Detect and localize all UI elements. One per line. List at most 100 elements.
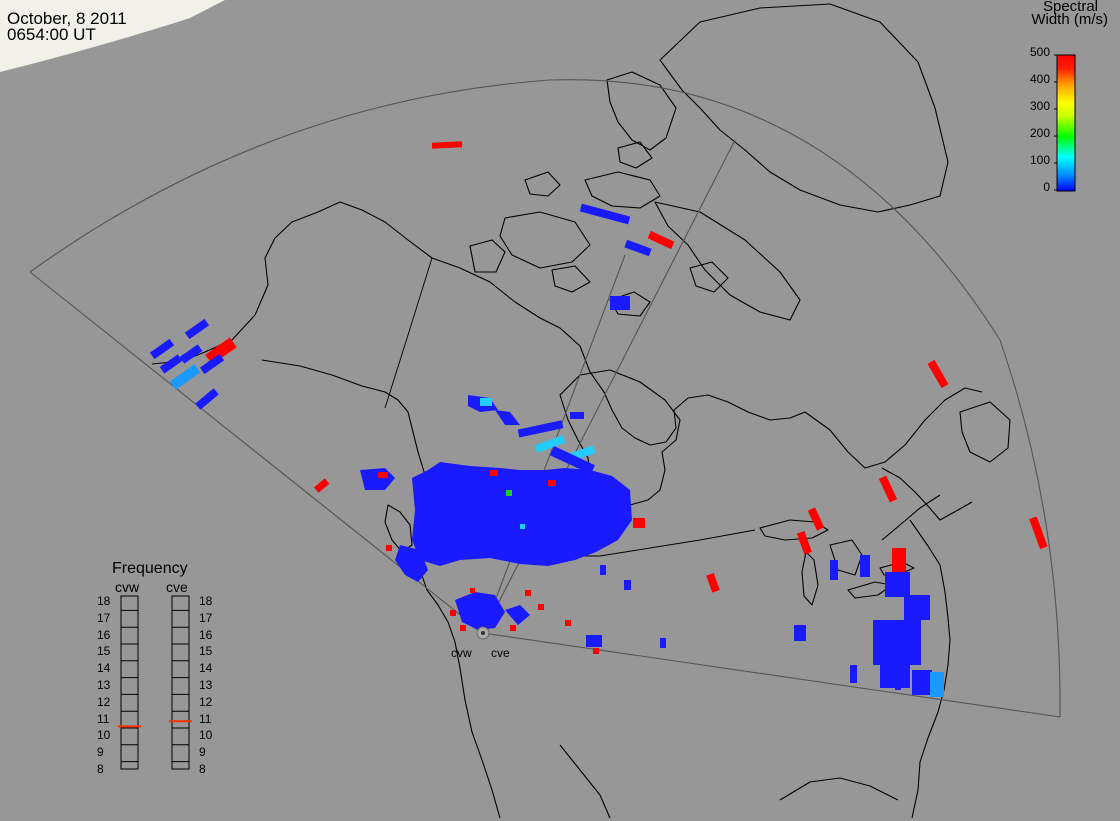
- backscatter-cell: [534, 435, 566, 453]
- frequency-level-label: 12: [97, 694, 111, 709]
- backscatter-cell: [878, 475, 898, 503]
- backscatter-cell: [647, 230, 675, 250]
- frequency-level-label: 9: [97, 745, 104, 760]
- mexico-coast: [559, 744, 611, 819]
- backscatter-cell: [517, 420, 564, 438]
- frequency-level-label: 18: [97, 594, 111, 608]
- frequency-level-label: 10: [199, 728, 213, 743]
- backscatter-cell: [169, 364, 201, 390]
- backscatter-cell: [470, 588, 475, 593]
- color-scale-ticks: [1054, 54, 1057, 191]
- backscatter-cell: [624, 580, 631, 590]
- legend-tick-500: 500: [1029, 45, 1050, 59]
- frequency-level-label: 11: [97, 711, 110, 726]
- backscatter-cell: [565, 620, 571, 626]
- backscatter-cell: [179, 344, 203, 364]
- legend-tick-0: 0: [1043, 180, 1050, 194]
- frequency-level-label: 11: [199, 711, 212, 726]
- backscatter-cell: [450, 610, 456, 616]
- frequency-level-label: 9: [199, 745, 206, 760]
- backscatter-cell: [525, 590, 531, 596]
- backscatter-cell: [548, 480, 556, 486]
- backscatter-cell: [860, 555, 870, 577]
- backscatter-cell: [927, 359, 949, 389]
- terminator-region: [0, 0, 225, 72]
- frequency-title: Frequency: [112, 560, 188, 577]
- backscatter-cell: [593, 648, 599, 654]
- frequency-level-label: 16: [97, 627, 111, 642]
- backscatter-cell: [506, 490, 512, 496]
- frequency-level-label: 13: [97, 678, 111, 692]
- cve-gauge-box: [171, 595, 190, 770]
- frequency-level-label: 18: [199, 594, 213, 608]
- backscatter-cell: [480, 398, 492, 406]
- backscatter-cell: [149, 338, 175, 360]
- frequency-level-label: 15: [199, 644, 213, 659]
- backscatter-region: [455, 592, 505, 630]
- frequency-level-label: 12: [199, 694, 213, 709]
- backscatter-region: [505, 605, 530, 625]
- cve-column-label: cve: [166, 579, 188, 595]
- backscatter-region: [412, 462, 632, 566]
- timestamp-date: October, 8 2011: [7, 9, 127, 28]
- southampton-island: [609, 291, 651, 317]
- backscatter-cell: [386, 545, 392, 551]
- coastlines: [151, 3, 1011, 819]
- backscatter-cell: [885, 572, 899, 597]
- frequency-gauges: [120, 595, 190, 770]
- cvw-gauge-box: [120, 595, 139, 770]
- backscatter-region: [360, 468, 395, 490]
- legend-title-line2: Width (m/s): [1031, 11, 1108, 28]
- backscatter-cell: [195, 388, 219, 410]
- backscatter-cell: [706, 572, 720, 593]
- color-scale-bar: [1056, 54, 1076, 192]
- backscatter-cell: [159, 354, 183, 374]
- fov-arc: [29, 79, 1061, 718]
- baffin-island: [654, 201, 801, 321]
- backscatter-cell: [314, 478, 330, 493]
- legend-title-line1: Spectral: [1042, 0, 1098, 15]
- backscatter-cell: [807, 507, 825, 531]
- backscatter-cell: [873, 620, 921, 665]
- arctic-island-2: [551, 265, 591, 293]
- backscatter-cell: [510, 625, 516, 631]
- frequency-level-label: 14: [199, 661, 213, 676]
- backscatter-cell: [1029, 516, 1048, 550]
- hudson-bay: [559, 369, 681, 506]
- backscatter-cell: [895, 670, 901, 690]
- maritime-coast: [881, 467, 973, 521]
- east-coast: [909, 519, 951, 819]
- backscatter-cell: [830, 560, 838, 580]
- legend-tick-300: 300: [1029, 99, 1050, 113]
- backscatter-cell: [624, 239, 652, 257]
- greenland-outline: [659, 3, 949, 213]
- backscatter-cell: [205, 337, 237, 365]
- banks-island: [469, 239, 506, 273]
- frequency-level-label: 17: [97, 610, 111, 625]
- backscatter-cell: [184, 318, 210, 340]
- legend-tick-100: 100: [1029, 153, 1050, 167]
- fov-east-edge: [482, 632, 1061, 718]
- backscatter-cell: [520, 524, 525, 529]
- backscatter-cell: [794, 625, 806, 641]
- backscatter-cell: [570, 412, 584, 419]
- vancouver-island: [384, 504, 413, 553]
- frequency-level-label: 8: [97, 762, 104, 776]
- backscatter-cell: [199, 353, 225, 375]
- timestamp-time: 0654:00 UT: [7, 25, 96, 44]
- legend-tick-200: 200: [1029, 126, 1050, 140]
- backscatter-region: [495, 410, 520, 425]
- backscatter-cell: [898, 572, 910, 597]
- labrador-coast: [804, 387, 983, 469]
- backscatter-cell: [378, 472, 388, 478]
- backscatter-cell: [892, 548, 906, 576]
- newfoundland: [959, 401, 1011, 463]
- legend-tick-400: 400: [1029, 72, 1050, 86]
- ellesmere-island: [606, 71, 677, 151]
- radar-label-cvw: cvw: [451, 646, 472, 660]
- backscatter-cell: [796, 531, 812, 555]
- backscatter-cell: [930, 672, 944, 697]
- lake-michigan: [801, 551, 819, 606]
